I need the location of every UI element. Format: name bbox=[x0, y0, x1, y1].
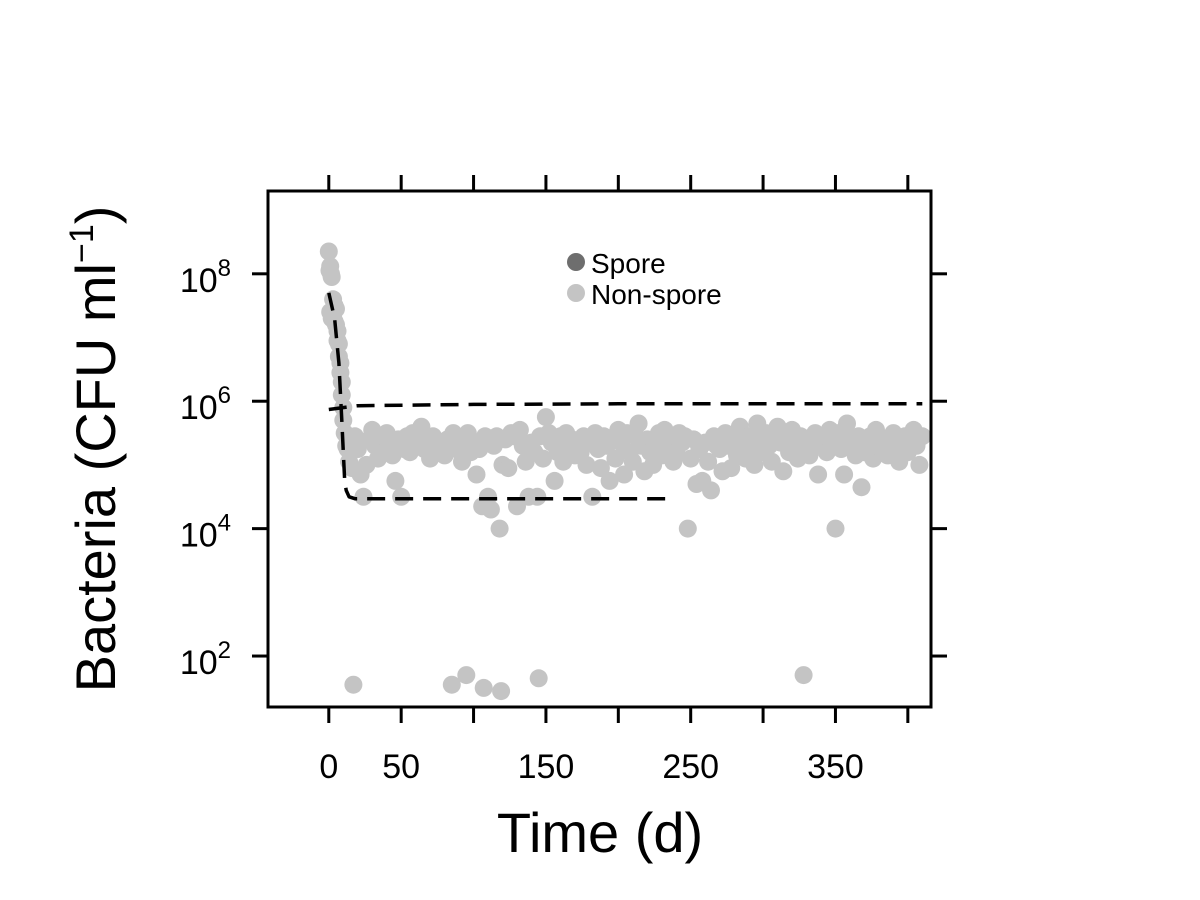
y-axis-title: Bacteria (CFU ml−1) bbox=[63, 206, 127, 693]
data-point bbox=[600, 471, 619, 490]
x-axis-title: Time (d) bbox=[497, 801, 703, 864]
fit-line-decay bbox=[327, 292, 669, 501]
data-point bbox=[528, 487, 547, 506]
points-layer bbox=[319, 242, 932, 701]
x-tick-label: 350 bbox=[807, 748, 864, 786]
data-point bbox=[852, 478, 871, 497]
fit-lines-layer bbox=[327, 292, 923, 501]
data-point bbox=[699, 452, 718, 471]
legend-label-non-spore: Non-spore bbox=[591, 279, 722, 310]
data-point bbox=[835, 465, 854, 484]
x-tick-label: 50 bbox=[382, 748, 420, 786]
data-point bbox=[913, 427, 932, 446]
y-tick-label: 102 bbox=[180, 637, 231, 682]
data-point bbox=[492, 682, 511, 701]
data-point bbox=[629, 414, 648, 433]
y-ticks-layer: 108 106 104 102 bbox=[180, 255, 947, 682]
data-point bbox=[322, 268, 341, 286]
data-point bbox=[838, 414, 856, 433]
y-axis-title-superscript: −1 bbox=[63, 224, 101, 263]
legend: Spore Non-spore bbox=[567, 248, 722, 310]
data-point bbox=[474, 678, 493, 697]
data-point bbox=[536, 408, 555, 427]
data-point bbox=[481, 500, 500, 519]
data-point bbox=[490, 519, 509, 538]
y-tick-label: 106 bbox=[180, 382, 231, 427]
y-axis-title-main: Bacteria (CFU ml bbox=[64, 263, 127, 692]
fit-line-plateau bbox=[328, 402, 923, 412]
data-point bbox=[545, 471, 564, 490]
y-tick-label: 108 bbox=[180, 255, 231, 300]
data-point bbox=[332, 373, 351, 392]
data-point bbox=[354, 487, 373, 506]
data-point bbox=[534, 449, 552, 468]
data-point bbox=[467, 465, 486, 484]
data-point bbox=[442, 675, 461, 694]
data-point bbox=[606, 449, 625, 468]
data-point bbox=[615, 465, 634, 484]
data-point bbox=[774, 462, 793, 481]
data-point bbox=[529, 669, 548, 688]
y-axis-title-close: ) bbox=[64, 206, 127, 225]
data-point bbox=[702, 481, 720, 500]
data-point bbox=[583, 487, 602, 506]
data-point bbox=[745, 455, 764, 474]
data-point bbox=[826, 519, 845, 538]
data-point bbox=[794, 666, 813, 685]
data-point bbox=[809, 465, 828, 484]
x-tick-label: 150 bbox=[518, 748, 575, 786]
y-tick-label: 104 bbox=[180, 510, 231, 555]
data-point bbox=[499, 459, 518, 478]
data-point bbox=[386, 471, 405, 490]
data-point bbox=[577, 455, 596, 474]
data-point bbox=[510, 420, 529, 439]
data-point bbox=[392, 487, 411, 506]
x-tick-label: 250 bbox=[662, 748, 719, 786]
data-point bbox=[678, 519, 697, 538]
legend-label-spore: Spore bbox=[591, 248, 666, 279]
data-point bbox=[319, 242, 338, 261]
plot-frame bbox=[266, 189, 933, 709]
legend-marker-non-spore bbox=[567, 284, 585, 302]
data-point bbox=[910, 455, 929, 474]
x-tick-label: 0 bbox=[319, 748, 338, 786]
x-ticks-layer: 0 50 150 250 350 bbox=[319, 175, 910, 786]
legend-marker-spore bbox=[567, 253, 585, 271]
data-point bbox=[591, 459, 610, 478]
data-point bbox=[457, 666, 476, 685]
data-point bbox=[344, 675, 363, 694]
data-point bbox=[329, 334, 348, 353]
